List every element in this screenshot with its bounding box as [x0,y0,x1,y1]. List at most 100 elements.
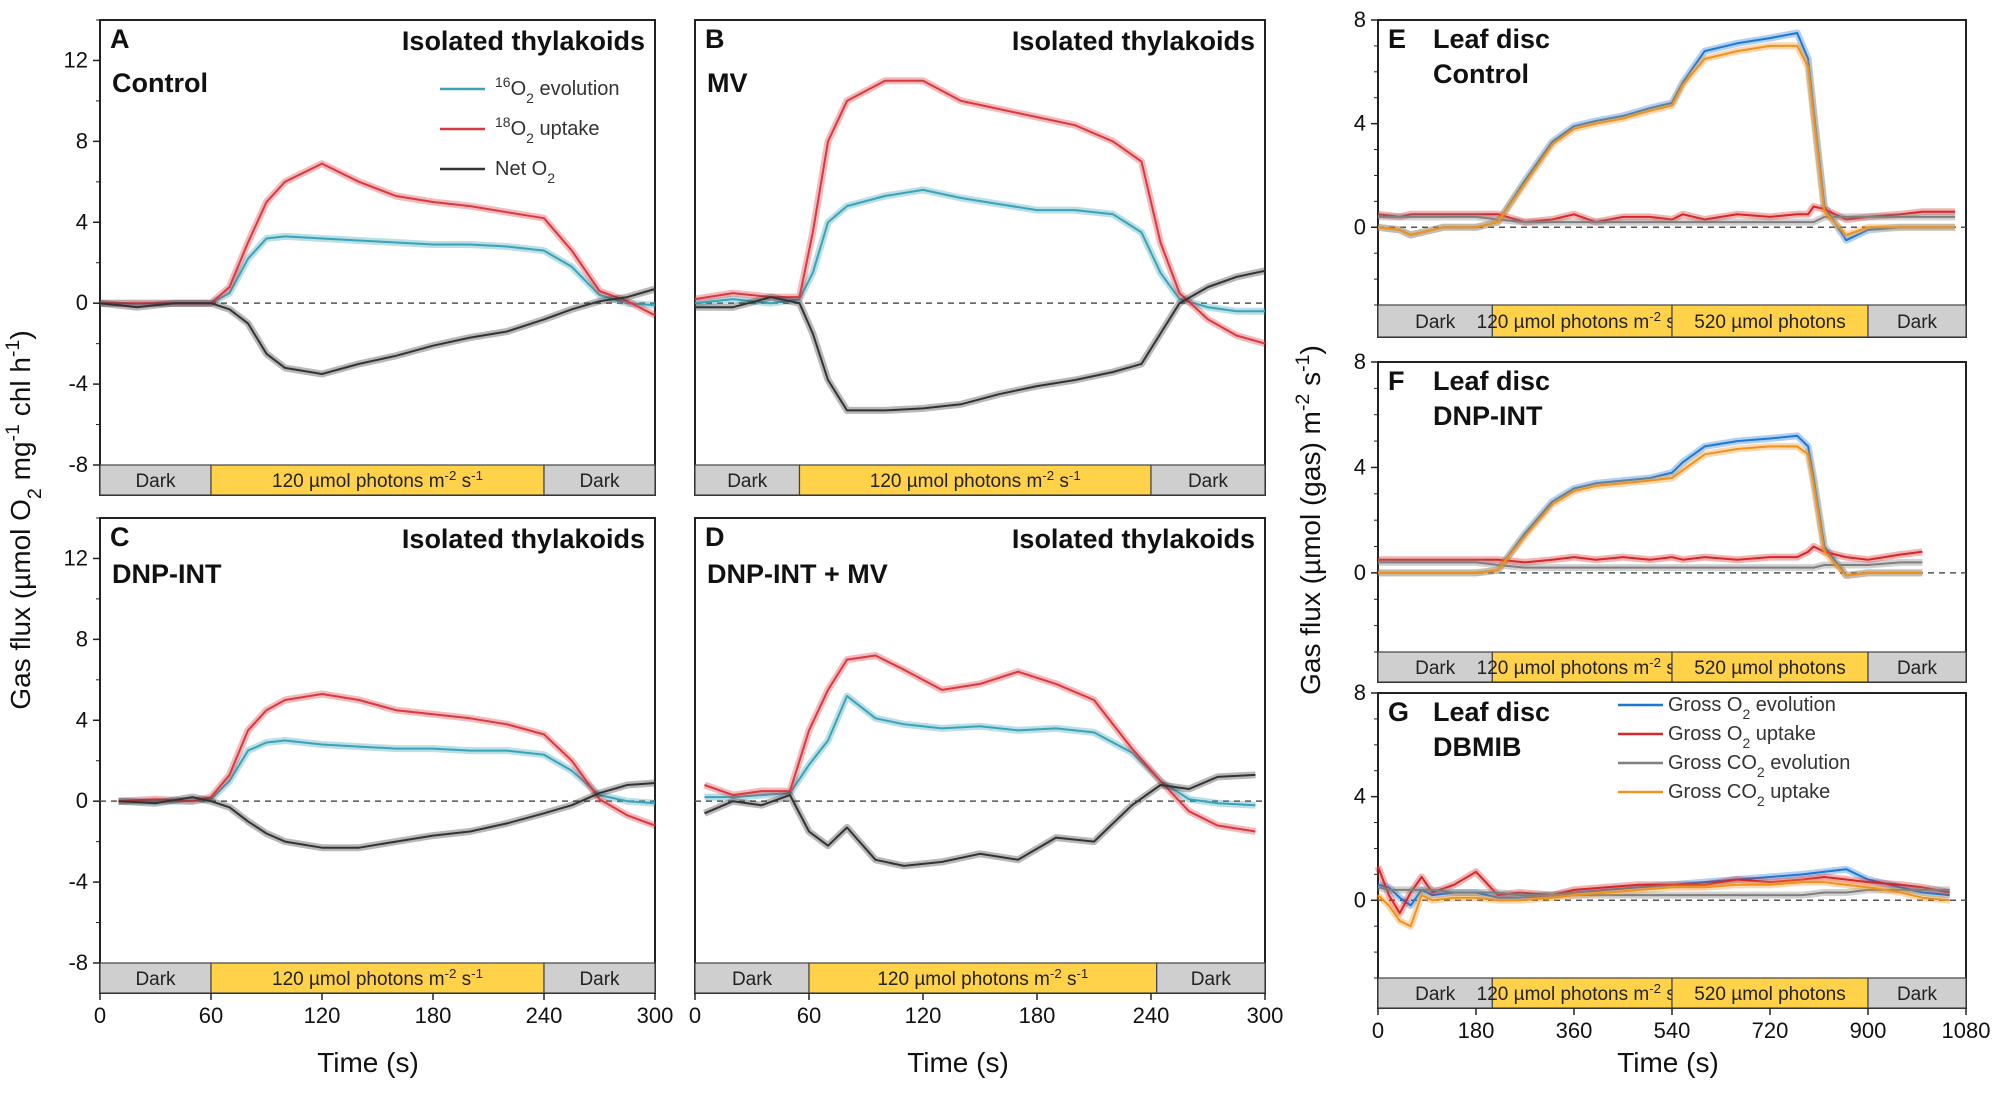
panel-d: Dark 120 µmol photons m-2 s-1 Dark 0 60 120 18… [689,517,1284,1028]
panel-title: Leaf disc [1433,24,1550,54]
light-bar-label: Dark [732,969,773,990]
x-tick-label: 60 [797,1003,821,1028]
panel-condition: DNP-INT + MV [707,559,888,589]
light-bar-light520 [1671,977,1869,1009]
series-line-gross_co2_up [1377,881,1950,928]
panel-letter: D [705,522,725,552]
x-axis-label-e-g: Time (s) [1617,1047,1719,1078]
y-tick-label: 0 [1354,887,1366,912]
panel-b: Dark 120 µmol photons m-2 s-1 Dark B Isolate… [694,19,1266,496]
series-line-o16 [694,188,1265,313]
sup: 16 [495,74,511,90]
y-tick-label: -4 [68,869,88,894]
panel-a: Dark 120 µmol photons m-2 s-1 Dark 12 8 4 0 -4 -… [64,19,657,496]
x-tick-label: 720 [1752,1018,1789,1043]
panels: Dark 120 µmol photons m-2 s-1 Dark 12 8 4 0 -4 -… [64,7,1991,1043]
panel-title: Leaf disc [1433,366,1550,396]
y-tick-label: 0 [1354,560,1366,585]
light-bar-light120 [210,962,545,994]
series-line-gross_o2_up [1378,545,1923,564]
x-tick-label: 0 [94,1003,106,1028]
x-tick-label: 120 [304,1003,341,1028]
y-axis-label-right: Gas flux (µmol (gas) m-2 s-1) [1292,345,1326,695]
light-bar-label: Dark [1897,984,1938,1005]
x-tick-label: 900 [1850,1018,1887,1043]
light-bar-dark [99,962,212,994]
panel-c: Dark 120 µmol photons m-2 s-1 Dark 12 8 4 0 -4 -… [64,517,673,1028]
x-tick-label: 240 [526,1003,563,1028]
x-tick-label: 120 [905,1003,942,1028]
legend-label-o18: 18O2 uptake [495,114,600,146]
x-axis-label-b-d: Time (s) [907,1047,1009,1078]
panel-condition: DBMIB [1433,732,1522,762]
panel-letter: B [705,24,725,54]
light-bar-label: Dark [1415,984,1456,1005]
x-tick-label: 300 [1247,1003,1284,1028]
light-bar-light120 [1491,977,1673,1009]
panel-title: Isolated thylakoids [1012,26,1255,56]
y-tick-label: 8 [76,626,88,651]
light-bar-dark [1377,977,1493,1009]
light-bar-label: 120 µmol photons m-2 s-1 [870,468,1081,493]
y-tick-label: -8 [68,452,88,477]
series-band-net [99,285,656,378]
light-bar-label: 120 µmol photons m-2 s-1 [877,966,1088,991]
y-tick-label: 4 [76,209,88,234]
light-bar-dark [543,962,656,994]
light-bar-label: Dark [1415,658,1456,679]
light-bar-label: 520 µmol photons [1694,984,1845,1005]
panel-frame [694,517,1266,994]
series-line-gross_co2_evo [1378,561,1923,569]
light-bar-dark [1156,962,1266,994]
series-line-gross_co2_evo [1377,886,1950,897]
panel-letter: E [1388,24,1406,54]
legend-label-gross_co2_up: Gross CO2 uptake [1668,781,1830,809]
light-bar-label: Dark [1897,658,1938,679]
series-line-net [118,782,656,849]
series-band-o16 [118,737,656,807]
light-bar-dark [1867,977,1967,1009]
series-line-net [99,288,656,375]
light-bar-label: 520 µmol photons [1694,312,1845,333]
x-tick-label: 540 [1654,1018,1691,1043]
legend-label-o16: 16O2 evolution [495,74,620,106]
y-tick-label: 8 [76,128,88,153]
y-tick-label: 12 [64,545,88,570]
series-band-o18 [703,652,1257,835]
light-bar-dark [543,464,656,496]
panel-title: Isolated thylakoids [402,26,645,56]
light-bar-light120 [808,962,1158,994]
y-tick-label: -8 [68,950,88,975]
panel-condition: DNP-INT [1433,401,1543,431]
light-bar-dark [694,464,801,496]
light-bar-label: Dark [135,969,176,990]
series-line-net [695,269,1266,412]
light-bar-label: Dark [1191,969,1232,990]
panel-title: Leaf disc [1433,697,1550,727]
light-bar-label: Dark [1897,312,1938,333]
y-tick-label: -4 [68,371,88,396]
series-line-net [704,773,1256,867]
y-tick-label: 4 [1354,784,1366,809]
panel-condition: MV [707,68,748,98]
legend-label-gross_o2_up: Gross O2 uptake [1668,723,1816,751]
light-bar-label: 120 µmol photons m-2 s-1 [272,966,483,991]
panel-letter: A [110,24,130,54]
y-tick-label: 0 [76,788,88,813]
series-line-o18 [704,654,1256,833]
light-bar-dark [1150,464,1266,496]
x-tick-label: 240 [1133,1003,1170,1028]
series-line-gross_co2_up [1378,445,1923,577]
legend-label-gross_co2_evo: Gross CO2 evolution [1668,752,1850,780]
light-bar-label: Dark [579,969,620,990]
y-tick-label: 12 [64,47,88,72]
series-band-net [118,779,656,852]
x-tick-label: 1080 [1942,1018,1991,1043]
x-axis-label-a-c: Time (s) [317,1047,419,1078]
light-bar-light120 [798,464,1152,496]
